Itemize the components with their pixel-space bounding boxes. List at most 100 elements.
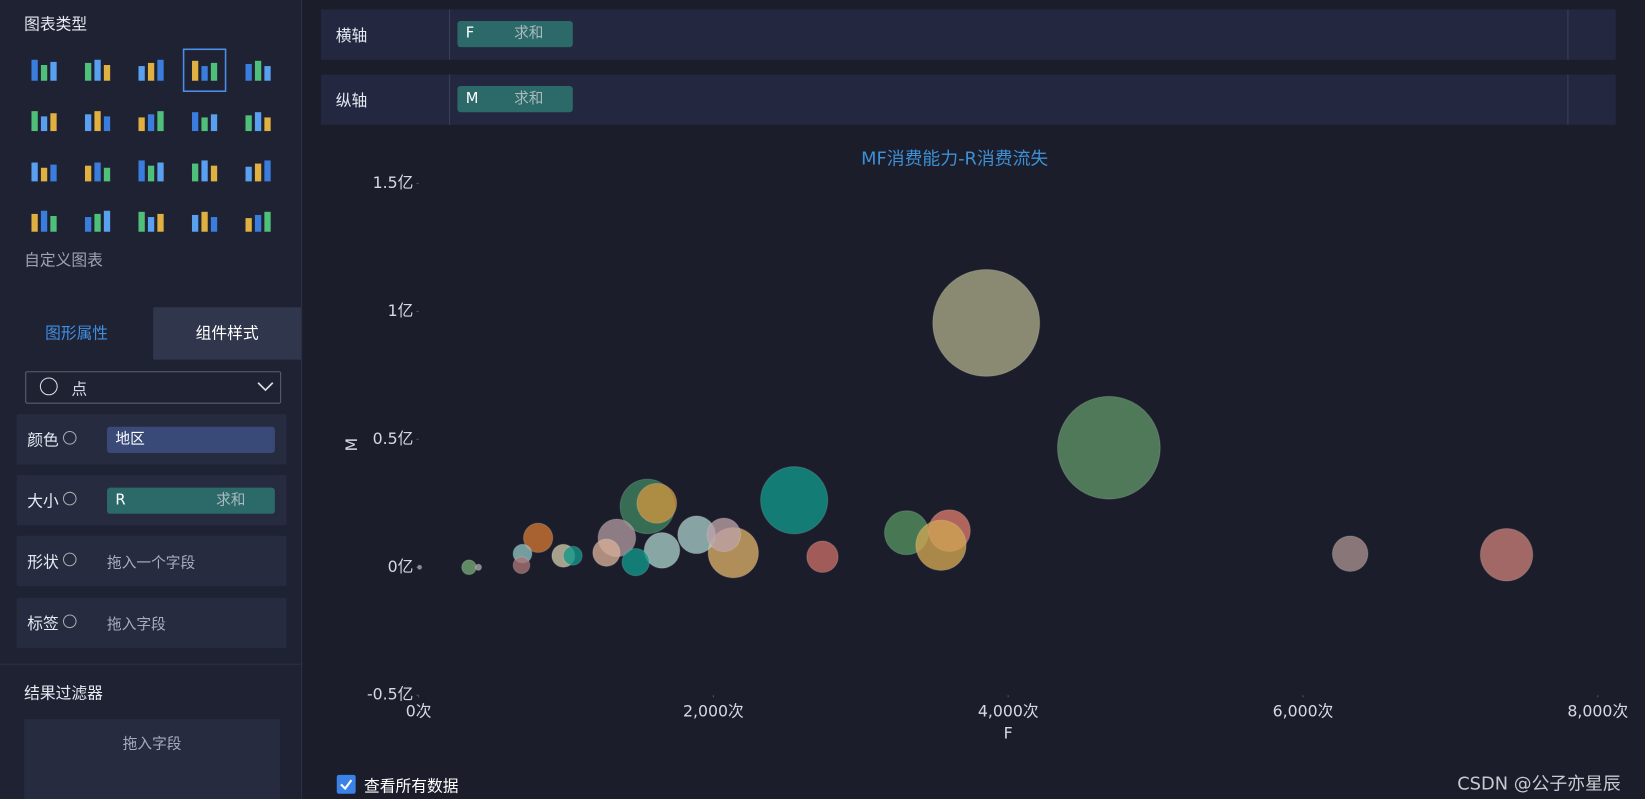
icon bbox=[245, 166, 252, 182]
bubble bbox=[760, 466, 829, 535]
y-tick-label: 1亿 bbox=[388, 301, 414, 320]
filter-drop[interactable]: 拖入字段 bbox=[24, 719, 281, 799]
checkbox-label[interactable]: 查看所有数据 bbox=[364, 776, 459, 796]
chevron bbox=[257, 382, 274, 392]
property-label: 大小 bbox=[27, 491, 59, 511]
icon bbox=[157, 111, 164, 132]
shelf-label: 横轴 bbox=[335, 26, 368, 46]
icon bbox=[191, 112, 199, 132]
icon bbox=[147, 62, 155, 81]
x-tick-label: 4,000次 bbox=[978, 701, 1039, 720]
icon bbox=[245, 115, 252, 132]
bubble bbox=[562, 545, 583, 566]
icon bbox=[245, 218, 252, 232]
icon bbox=[138, 211, 145, 232]
icon-selected bbox=[182, 48, 227, 93]
icon bbox=[103, 167, 111, 182]
icon bbox=[201, 211, 208, 232]
icon bbox=[50, 216, 57, 232]
mark-select[interactable]: 点 bbox=[25, 371, 282, 404]
icon bbox=[103, 116, 111, 132]
icon bbox=[157, 162, 164, 182]
tab[interactable]: 组件样式 bbox=[153, 307, 302, 360]
property-row: 颜色 地区 bbox=[16, 414, 287, 465]
bubble bbox=[1479, 527, 1534, 582]
icon bbox=[103, 210, 111, 232]
aggregation: 求和 bbox=[514, 90, 544, 107]
icon bbox=[138, 117, 145, 132]
divider bbox=[0, 663, 302, 665]
shelf-label: 纵轴 bbox=[335, 91, 368, 111]
x-tick-label: 2,000次 bbox=[683, 701, 744, 720]
icon bbox=[254, 112, 262, 132]
y-tick-label: 1.5亿 bbox=[373, 173, 414, 192]
bubble bbox=[474, 563, 483, 571]
icon bbox=[40, 167, 48, 182]
icon bbox=[191, 60, 199, 81]
aggregation: 求和 bbox=[514, 25, 544, 42]
bubble bbox=[512, 556, 531, 575]
icon bbox=[94, 162, 101, 182]
bubble bbox=[915, 519, 967, 571]
icon bbox=[50, 113, 57, 132]
bubble bbox=[461, 559, 477, 576]
x-tick-label: 8,000次 bbox=[1567, 701, 1628, 720]
bubble bbox=[806, 540, 839, 574]
checkbox[interactable] bbox=[336, 774, 356, 794]
property-label: 标签 bbox=[27, 614, 59, 634]
tab[interactable]: 图形属性 bbox=[0, 307, 154, 360]
bubble bbox=[636, 482, 678, 524]
icon bbox=[201, 66, 208, 81]
icon bbox=[31, 111, 38, 132]
icon bbox=[264, 117, 271, 132]
icon bbox=[147, 114, 155, 132]
bubble bbox=[417, 564, 423, 570]
gear[interactable] bbox=[62, 491, 77, 506]
circle-icon bbox=[39, 377, 58, 396]
property-label: 形状 bbox=[27, 552, 59, 572]
gear[interactable] bbox=[62, 614, 77, 629]
icon bbox=[40, 116, 48, 132]
shelf: 纵轴 M 求和 bbox=[321, 74, 1616, 125]
gear[interactable] bbox=[62, 430, 77, 445]
custom-chart[interactable]: 自定义图表 bbox=[24, 250, 103, 270]
chart-title: MF消费能力-R消费流失 bbox=[861, 148, 1048, 169]
icon bbox=[210, 114, 218, 132]
y-tick-label: 0亿 bbox=[388, 557, 414, 576]
field-pill[interactable]: 地区 bbox=[107, 426, 275, 453]
field-pill[interactable]: F 求和 bbox=[457, 20, 573, 48]
icon bbox=[201, 160, 208, 182]
property-row: 标签 拖入字段 bbox=[16, 597, 287, 649]
placeholder: 拖入字段 bbox=[107, 616, 166, 634]
gear[interactable] bbox=[62, 552, 77, 567]
icon bbox=[191, 214, 199, 232]
bubble bbox=[621, 547, 650, 577]
icon bbox=[40, 210, 48, 232]
chart-type-icons[interactable] bbox=[0, 42, 301, 252]
icon bbox=[31, 59, 38, 81]
field-pill[interactable]: R 求和 bbox=[107, 487, 275, 514]
icon bbox=[157, 59, 164, 81]
icon bbox=[210, 217, 218, 232]
icon bbox=[254, 214, 262, 232]
icon bbox=[138, 66, 145, 81]
bubble bbox=[1331, 535, 1369, 573]
icon bbox=[147, 165, 155, 182]
icon bbox=[138, 160, 145, 182]
bubble bbox=[1056, 395, 1161, 500]
icon bbox=[84, 114, 92, 132]
icon bbox=[210, 62, 218, 81]
icon bbox=[50, 164, 57, 182]
icon bbox=[50, 61, 57, 81]
aggregation: 求和 bbox=[216, 491, 246, 509]
placeholder: 拖入一个字段 bbox=[107, 554, 196, 572]
icon bbox=[94, 213, 101, 232]
y-tick-label: 0.5亿 bbox=[373, 429, 414, 448]
icon bbox=[31, 162, 38, 182]
section-title: 结果过滤器 bbox=[24, 683, 103, 703]
bubble bbox=[643, 532, 681, 569]
bubble bbox=[932, 268, 1041, 377]
sidebar: 图表类型 自定义图表 图形属性 组件样式 点 颜色 地区 大小 R 求和 形状 拖入一个… bbox=[0, 0, 303, 799]
field-pill[interactable]: M 求和 bbox=[457, 85, 573, 113]
